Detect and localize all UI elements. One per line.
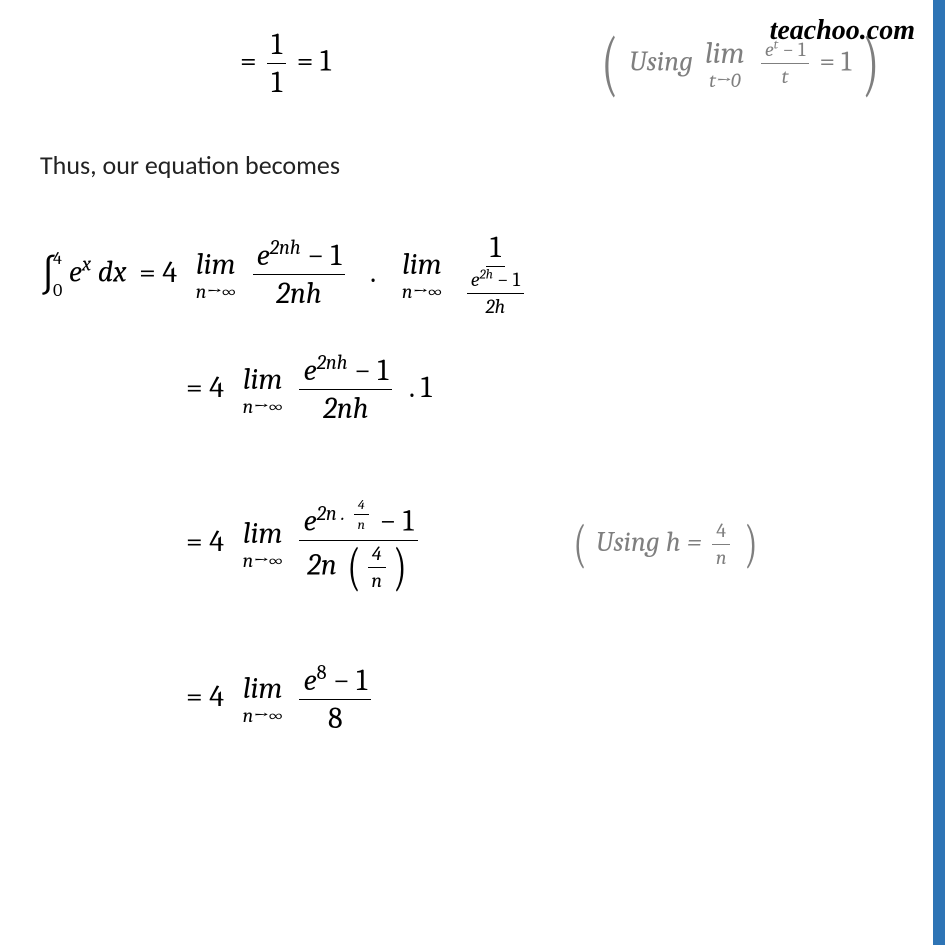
minus1: − 1 (493, 268, 520, 291)
lim-sub: t→0 (709, 69, 740, 92)
hd: n (712, 545, 731, 569)
hn: 4 (712, 520, 730, 545)
lim: lim (402, 247, 442, 282)
lim: lim (243, 671, 283, 706)
dot: . (370, 255, 382, 290)
lim-sub: n→∞ (402, 280, 442, 303)
eq-result: = 1 (297, 44, 331, 79)
den-2n: 2n (307, 547, 343, 582)
lim-sub: n→∞ (243, 395, 283, 418)
den2h: 2h (481, 294, 509, 318)
sup: 2h (479, 267, 492, 282)
e: e (765, 38, 774, 61)
minus1: − 1 (301, 238, 342, 273)
lim-sub: n→∞ (243, 704, 283, 727)
sup-frac-den: n (353, 515, 368, 532)
integrand-e: e (69, 255, 82, 290)
pd: n (367, 568, 386, 592)
sup-x: x (82, 254, 91, 277)
e: e (257, 238, 270, 273)
prefix: = 4 (186, 370, 231, 405)
hint-1: ( Using lim t→0 et − 1 t = 1 ) (596, 36, 885, 92)
lim: lim (243, 362, 283, 397)
den: 2nh (319, 390, 373, 425)
eq4: = 4 (139, 255, 184, 290)
sup: 2nh (270, 237, 301, 260)
right-border (933, 0, 945, 945)
equation-line-2: ∫ 4 0 ex dx = 4 lim n→∞ e2nh − 1 2nh . (40, 231, 905, 318)
sup: 2nh (317, 352, 348, 375)
int-upper: 4 (53, 250, 62, 268)
sup-a: 2n . (317, 503, 350, 526)
eq-sign: = (240, 44, 257, 79)
minus1: − 1 (778, 38, 805, 61)
e: e (303, 663, 316, 698)
body-text: Thus, our equation becomes (40, 149, 905, 181)
minus1: − 1 (373, 504, 414, 539)
hint-text: Using h = (596, 526, 708, 558)
equation-line-5: = 4 lim n→∞ e8 − 1 8 (180, 664, 905, 735)
hint-using: Using (629, 45, 693, 77)
den: 2nh (276, 276, 322, 311)
sup8: 8 (317, 662, 327, 685)
e: e (303, 353, 316, 388)
minus1: − 1 (348, 353, 389, 388)
content-area: = 1 1 = 1 ( Using lim t→0 et − 1 t = 1 ) (0, 0, 945, 775)
prefix: = 4 (186, 524, 231, 559)
e: e (303, 504, 316, 539)
frac-den: 1 (267, 64, 286, 99)
prefix: = 4 (186, 679, 231, 714)
equation-line-4: = 4 lim n→∞ e2n . 4n − 1 2n (4n) ( Using… (180, 497, 905, 592)
pn: 4 (368, 543, 386, 568)
sup-frac-num: 4 (354, 497, 369, 515)
equation-line-3: = 4 lim n→∞ e2nh − 1 2nh . 1 (180, 354, 905, 425)
num1: 1 (486, 231, 505, 267)
lim: lim (705, 36, 745, 71)
den8: 8 (324, 700, 347, 735)
dx: dx (91, 255, 133, 290)
dot1: . 1 (409, 370, 432, 405)
hint-2: ( Using h = 4 n ) (570, 520, 761, 569)
lim-sub: n→∞ (243, 549, 283, 572)
lim: lim (196, 247, 236, 282)
int-lower: 0 (53, 282, 62, 300)
minus1: − 1 (326, 663, 367, 698)
frac-num: 1 (267, 28, 286, 64)
lim-sub: n→∞ (196, 280, 236, 303)
hint-eq: = 1 (820, 45, 852, 77)
den-t: t (778, 64, 793, 88)
lim: lim (243, 516, 283, 551)
equation-line-1: = 1 1 = 1 ( Using lim t→0 et − 1 t = 1 ) (40, 28, 905, 99)
